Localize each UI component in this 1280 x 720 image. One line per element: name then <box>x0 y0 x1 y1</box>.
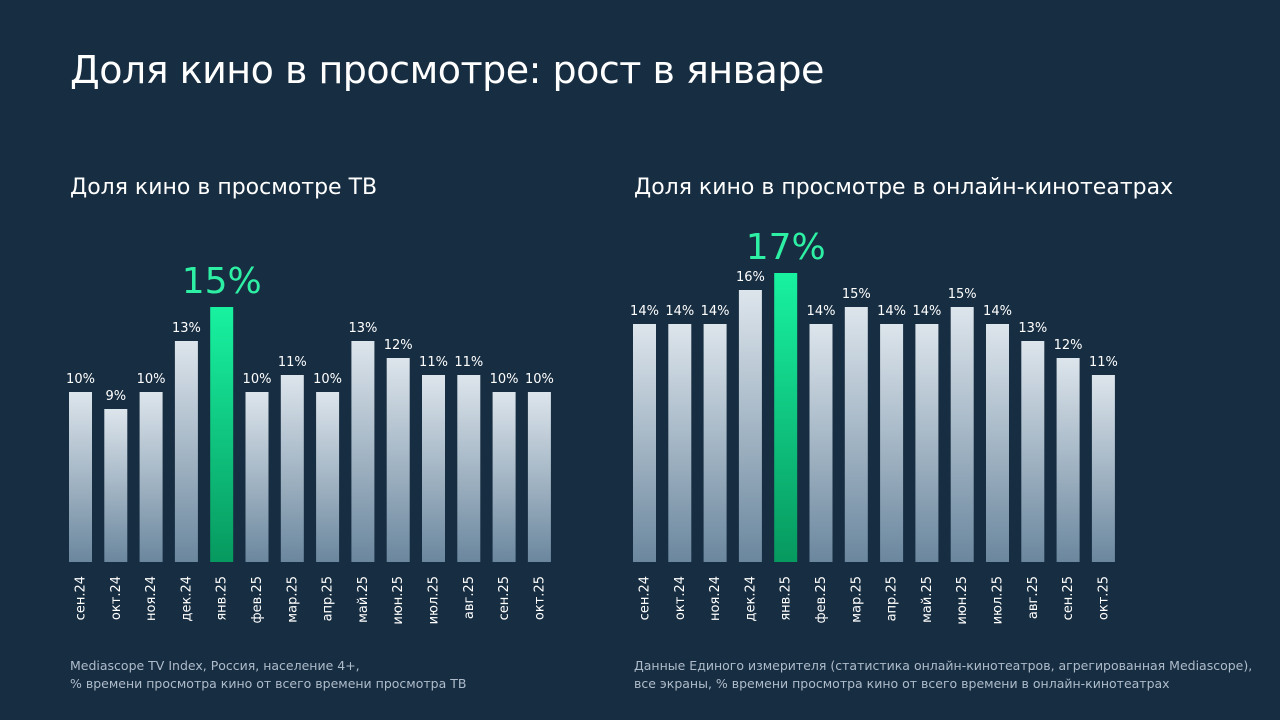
tv-tick-label-мар.25: мар.25 <box>285 576 300 623</box>
online-tick-label-фев.25: фев.25 <box>814 576 829 623</box>
online-bar-авг.25 <box>1021 341 1045 562</box>
tv-chart-title: Доля кино в просмотре ТВ <box>70 175 378 200</box>
tv-footnote-line-1: Mediascope TV Index, Россия, население 4… <box>70 658 360 673</box>
online-footnote-line-1: Данные Единого измерителя (статистика он… <box>634 658 1253 673</box>
tv-bar-мар.25 <box>280 375 304 562</box>
tv-bar-дек.24 <box>174 341 198 562</box>
online-value-label-янв.25: 17% <box>746 227 826 268</box>
tv-value-label-июл.25: 11% <box>419 355 448 370</box>
tv-bar-июл.25 <box>422 375 445 562</box>
tv-bar-фев.25 <box>245 392 269 562</box>
tv-tick-label-сен.25: сен.25 <box>497 576 512 620</box>
online-tick-label-окт.25: окт.25 <box>1096 576 1111 620</box>
tv-tick-label-янв.25: янв.25 <box>215 576 230 621</box>
tv-value-label-дек.24: 13% <box>172 321 201 336</box>
online-bar-окт.25 <box>1091 375 1115 562</box>
online-bar-апр.25 <box>880 324 904 562</box>
online-tick-label-мар.25: мар.25 <box>849 576 864 623</box>
tv-tick-label-ноя.24: ноя.24 <box>144 576 159 621</box>
online-tick-label-июн.25: июн.25 <box>955 576 970 625</box>
online-tick-label-дек.24: дек.24 <box>743 576 758 622</box>
online-bar-июл.25 <box>986 324 1009 562</box>
online-bar-дек.24 <box>738 290 762 562</box>
online-bar-сен.25 <box>1056 358 1080 562</box>
online-chart-footnote: Данные Единого измерителя (статистика он… <box>634 657 1252 693</box>
tv-chart-footnote: Mediascope TV Index, Россия, население 4… <box>70 657 466 693</box>
tv-tick-label-фев.25: фев.25 <box>250 576 265 623</box>
online-bar-май.25 <box>915 324 939 562</box>
online-value-label-сен.24: 14% <box>630 304 659 319</box>
tv-tick-label-май.25: май.25 <box>356 576 371 623</box>
online-bar-мар.25 <box>844 307 868 562</box>
tv-value-label-июн.25: 12% <box>384 338 413 353</box>
online-chart-title: Доля кино в просмотре в онлайн-кинотеатр… <box>634 175 1174 200</box>
online-value-label-мар.25: 15% <box>842 287 871 302</box>
tv-value-label-апр.25: 10% <box>313 372 342 387</box>
online-value-label-фев.25: 14% <box>807 304 836 319</box>
tv-value-label-окт.25: 10% <box>525 372 554 387</box>
online-bar-ноя.24 <box>703 324 727 562</box>
online-bar-фев.25 <box>809 324 833 562</box>
tv-bar-сен.24 <box>69 392 92 562</box>
online-tick-label-янв.25: янв.25 <box>779 576 794 621</box>
tv-tick-label-авг.25: авг.25 <box>462 576 477 619</box>
tv-value-label-сен.24: 10% <box>66 372 95 387</box>
tv-bar-авг.25 <box>457 375 481 562</box>
online-value-label-май.25: 14% <box>912 304 941 319</box>
online-value-label-дек.24: 16% <box>736 270 765 285</box>
tv-tick-label-окт.24: окт.24 <box>109 576 124 620</box>
online-footnote-line-2: все экраны, % времени просмотра кино от … <box>634 676 1170 691</box>
tv-tick-label-окт.25: окт.25 <box>532 576 547 620</box>
tv-value-label-мар.25: 11% <box>278 355 307 370</box>
tv-tick-label-сен.24: сен.24 <box>74 576 89 620</box>
online-tick-label-апр.25: апр.25 <box>885 576 900 621</box>
tv-value-label-ноя.24: 10% <box>137 372 166 387</box>
tv-footnote-line-2: % времени просмотра кино от всего времен… <box>70 676 467 691</box>
page-title: Доля кино в просмотре: рост в январе <box>70 48 824 92</box>
tv-value-label-май.25: 13% <box>348 321 377 336</box>
tv-bar-ноя.24 <box>139 392 163 562</box>
tv-bar-окт.24 <box>104 409 128 562</box>
online-value-label-апр.25: 14% <box>877 304 906 319</box>
online-value-label-окт.24: 14% <box>665 304 694 319</box>
tv-value-label-янв.25: 15% <box>182 261 262 302</box>
online-bar-янв.25 <box>774 273 798 562</box>
online-value-label-ноя.24: 14% <box>701 304 730 319</box>
online-bar-июн.25 <box>950 307 974 562</box>
online-value-label-сен.25: 12% <box>1054 338 1083 353</box>
tv-value-label-окт.24: 9% <box>105 389 126 404</box>
tv-bar-окт.25 <box>527 392 551 562</box>
tv-tick-label-июн.25: июн.25 <box>391 576 406 625</box>
tv-value-label-авг.25: 11% <box>454 355 483 370</box>
online-tick-label-окт.24: окт.24 <box>673 576 688 620</box>
online-bar-окт.24 <box>668 324 692 562</box>
tv-value-label-сен.25: 10% <box>490 372 519 387</box>
online-value-label-авг.25: 13% <box>1018 321 1047 336</box>
tv-bar-сен.25 <box>492 392 516 562</box>
online-tick-label-май.25: май.25 <box>920 576 935 623</box>
online-tick-label-ноя.24: ноя.24 <box>708 576 723 621</box>
tv-bar-янв.25 <box>210 307 234 562</box>
tv-bar-май.25 <box>351 341 375 562</box>
online-value-label-июл.25: 14% <box>983 304 1012 319</box>
tv-bar-апр.25 <box>316 392 340 562</box>
online-tick-label-авг.25: авг.25 <box>1026 576 1041 619</box>
online-value-label-июн.25: 15% <box>948 287 977 302</box>
tv-tick-label-июл.25: июл.25 <box>427 576 442 624</box>
online-value-label-окт.25: 11% <box>1089 355 1118 370</box>
tv-tick-label-дек.24: дек.24 <box>179 576 194 622</box>
online-tick-label-сен.24: сен.24 <box>638 576 653 620</box>
tv-value-label-фев.25: 10% <box>243 372 272 387</box>
tv-tick-label-апр.25: апр.25 <box>321 576 336 621</box>
online-tick-label-сен.25: сен.25 <box>1061 576 1076 620</box>
tv-bar-июн.25 <box>386 358 410 562</box>
online-bar-сен.24 <box>633 324 656 562</box>
online-tick-label-июл.25: июл.25 <box>991 576 1006 624</box>
